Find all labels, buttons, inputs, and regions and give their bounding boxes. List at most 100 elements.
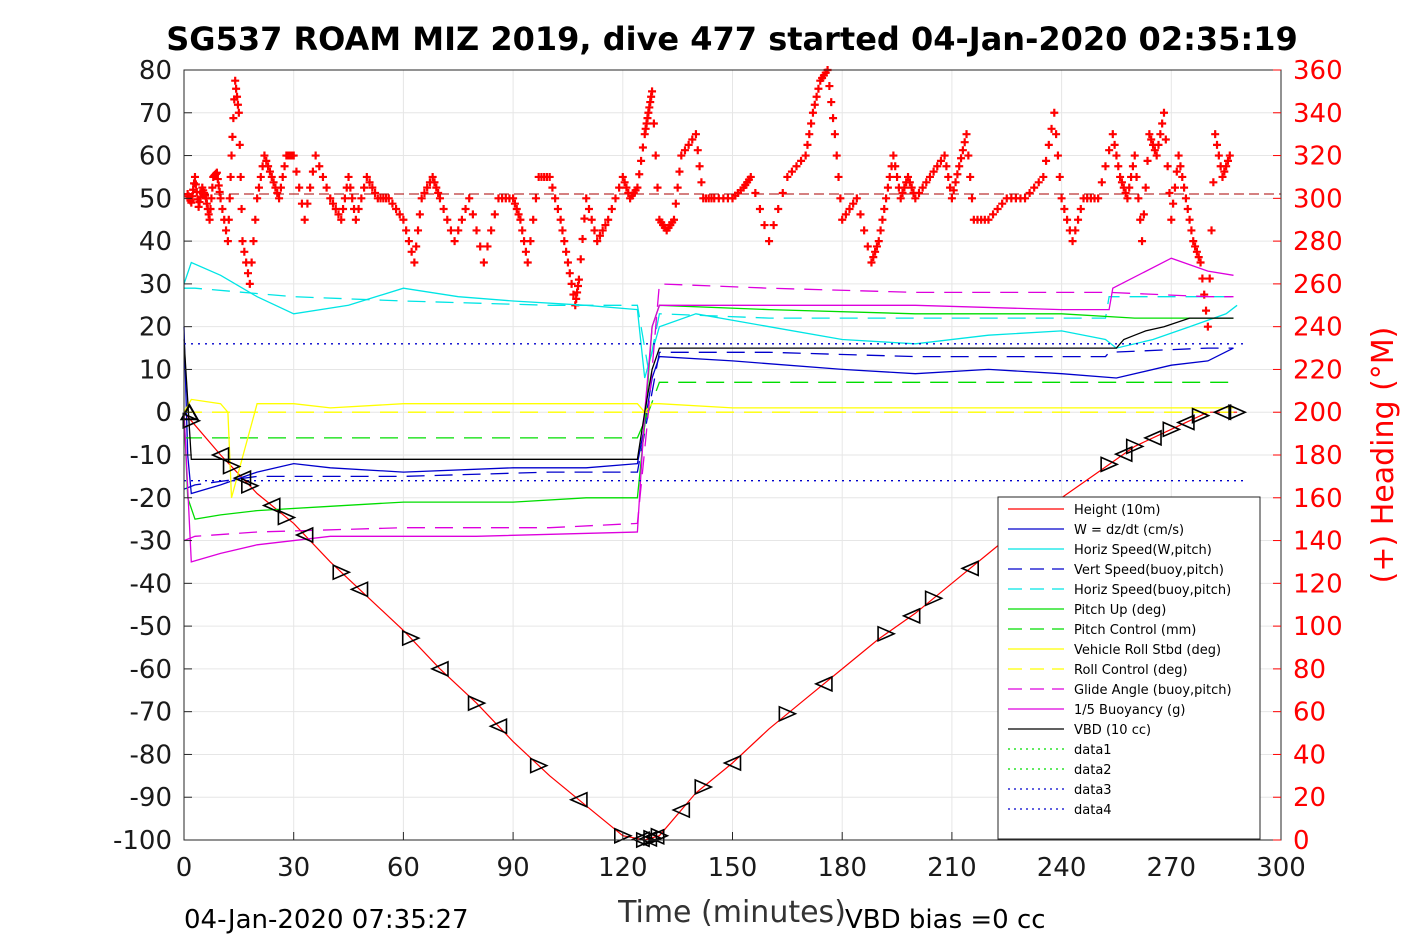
heading-point — [472, 226, 481, 235]
dive-marker — [1113, 445, 1133, 463]
x-tick-label: 210 — [927, 853, 977, 883]
heading-point — [562, 247, 571, 256]
heading-point — [911, 194, 920, 203]
y-right-tick-label: 340 — [1293, 99, 1343, 129]
heading-point — [205, 215, 214, 224]
y-tick-label: -20 — [130, 484, 172, 514]
heading-point — [940, 151, 949, 160]
y-right-tick-label: 280 — [1293, 227, 1343, 257]
heading-point — [1047, 124, 1056, 133]
heading-point — [760, 221, 769, 230]
legend-label: data3 — [1074, 783, 1112, 798]
heading-point — [226, 172, 235, 181]
heading-point — [339, 205, 348, 214]
heading-point — [558, 226, 567, 235]
heading-point — [1214, 151, 1223, 160]
heading-point — [1101, 162, 1110, 171]
heading-point — [231, 76, 240, 85]
heading-point — [565, 269, 574, 278]
heading-point — [812, 92, 821, 101]
heading-point — [876, 226, 885, 235]
heading-point — [618, 172, 627, 181]
heading-point — [346, 183, 355, 192]
heading-point — [1159, 108, 1168, 117]
dive-marker — [222, 458, 242, 475]
heading-point — [1117, 178, 1126, 187]
heading-point — [675, 167, 684, 176]
heading-point — [1187, 226, 1196, 235]
heading-point — [611, 194, 620, 203]
heading-point — [423, 183, 432, 192]
heading-point — [1039, 172, 1048, 181]
heading-point — [849, 199, 858, 208]
heading-point — [523, 258, 532, 267]
heading-point — [746, 172, 755, 181]
y-tick-label: 40 — [139, 227, 172, 257]
heading-point — [1112, 151, 1121, 160]
heading-point — [691, 130, 700, 139]
heading-point — [276, 183, 285, 192]
dive-marker — [182, 412, 202, 430]
heading-point — [315, 162, 324, 171]
heading-point — [208, 183, 217, 192]
heading-point — [1172, 167, 1181, 176]
heading-point — [635, 170, 644, 179]
heading-point — [395, 210, 404, 219]
heading-point — [836, 194, 845, 203]
heading-point — [872, 242, 881, 251]
y-tick-label: 10 — [139, 355, 172, 385]
ticks: 0 30 60 90 120 150 180 210 240 270 300807060504030… — [113, 56, 1343, 883]
dive-marker — [901, 607, 921, 625]
heading-point — [240, 247, 249, 256]
heading-point — [869, 253, 878, 262]
heading-point — [249, 237, 258, 246]
dive-marker — [1162, 421, 1182, 438]
dive-marker — [1143, 429, 1162, 447]
heading-point — [968, 194, 977, 203]
plot-area — [179, 66, 1281, 849]
heading-point — [1074, 215, 1083, 224]
heading-point — [769, 221, 778, 230]
heading-point — [955, 162, 964, 171]
heading-point — [1176, 162, 1185, 171]
y-right-tick-label: 160 — [1293, 484, 1343, 514]
heading-point — [360, 183, 369, 192]
heading-point — [922, 178, 931, 187]
heading-point — [1189, 237, 1198, 246]
heading-point — [688, 135, 697, 144]
heading-point — [384, 194, 393, 203]
heading-point — [548, 183, 557, 192]
legend-label: Vert Speed(buoy,pitch) — [1074, 563, 1224, 578]
heading-point — [1030, 183, 1039, 192]
heading-point — [998, 199, 1007, 208]
heading-point — [487, 226, 496, 235]
heading-point — [964, 151, 973, 160]
chart-title: SG537 ROAM MIZ 2019, dive 477 started 04… — [166, 20, 1297, 58]
y-right-tick-label: 260 — [1293, 270, 1343, 300]
heading-point — [262, 156, 271, 165]
heading-point — [545, 172, 554, 181]
heading-point — [1185, 215, 1194, 224]
dive-marker — [1212, 403, 1232, 421]
heading-point — [957, 154, 966, 163]
heading-point — [465, 194, 474, 203]
heading-point — [827, 98, 836, 107]
heading-point — [885, 172, 894, 181]
heading-point — [334, 210, 343, 219]
dive-marker — [568, 791, 588, 809]
y-tick-label: -50 — [130, 612, 172, 642]
heading-point — [1136, 215, 1145, 224]
heading-point — [814, 84, 823, 93]
heading-point — [245, 279, 254, 288]
heading-point — [966, 172, 975, 181]
y-tick-label: -100 — [113, 826, 172, 856]
heading-point — [1225, 151, 1234, 160]
heading-point — [407, 247, 416, 256]
dive-marker — [877, 625, 897, 643]
legend-label: Roll Control (deg) — [1074, 663, 1188, 678]
heading-point — [576, 255, 585, 264]
heading-point — [953, 170, 962, 179]
heading-point — [457, 215, 466, 224]
heading-point — [801, 151, 810, 160]
